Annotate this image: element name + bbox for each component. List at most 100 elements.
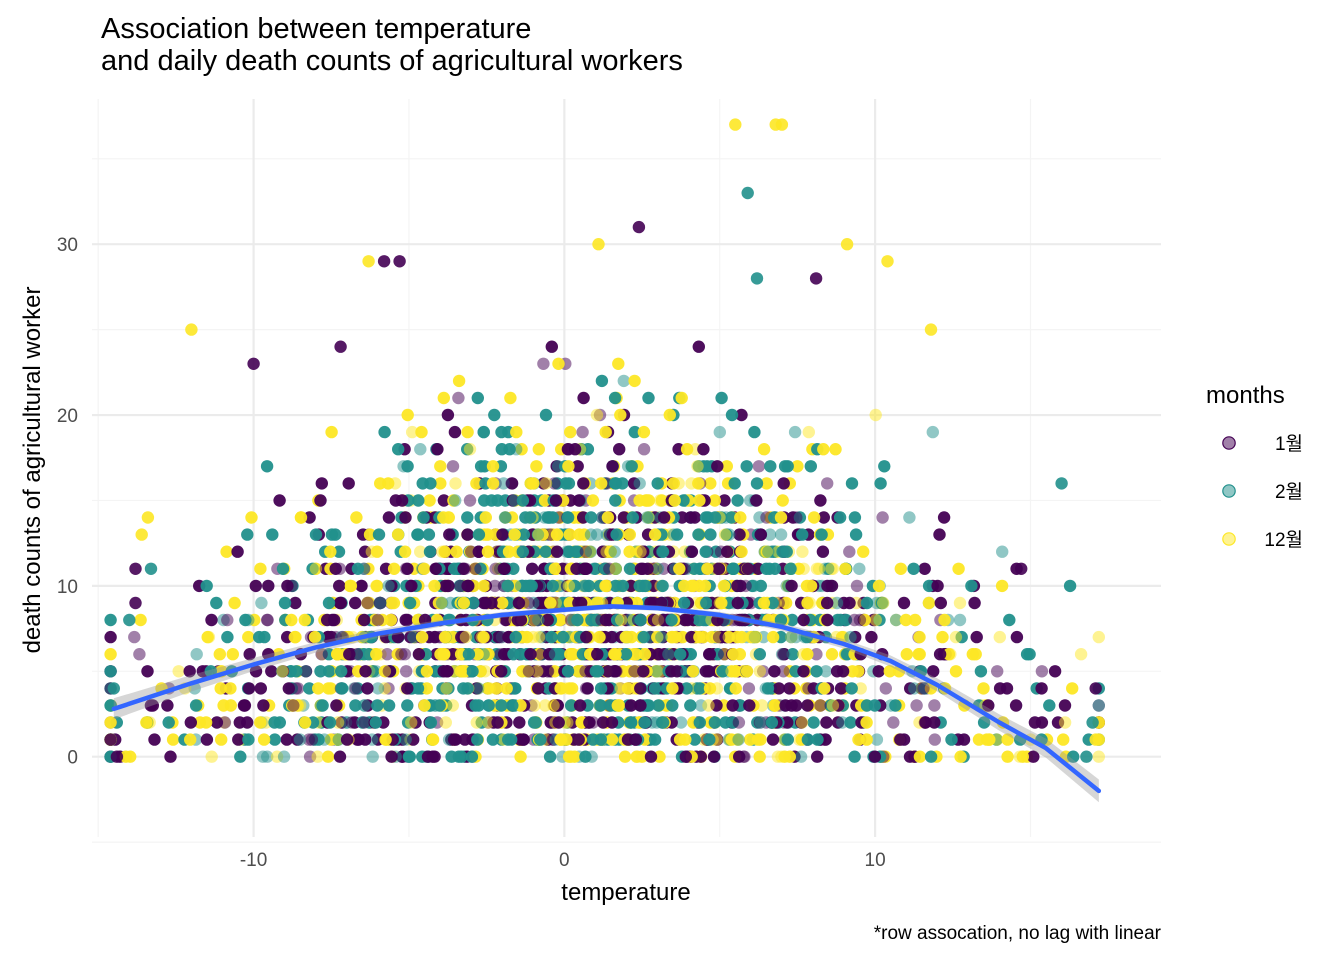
legend-key-1: [1222, 436, 1236, 450]
data-point: [1001, 733, 1014, 746]
data-point: [865, 630, 878, 644]
data-point: [601, 665, 614, 678]
data-point: [228, 596, 241, 610]
data-point: [869, 613, 882, 627]
data-point: [280, 733, 293, 746]
data-point: [563, 528, 576, 541]
data-point: [462, 648, 476, 661]
data-point: [298, 613, 311, 627]
data-point: [917, 682, 930, 695]
data-point: [503, 443, 516, 456]
data-point: [922, 596, 936, 610]
data-point: [628, 665, 641, 678]
data-point: [852, 665, 865, 678]
data-point: [391, 630, 405, 644]
data-point: [505, 733, 518, 746]
data-point: [783, 750, 796, 763]
data-point: [507, 494, 521, 507]
data-point: [544, 596, 557, 610]
data-point: [860, 699, 874, 712]
data-point: [868, 750, 882, 763]
data-point: [648, 733, 662, 746]
data-point: [426, 733, 440, 746]
data-point: [349, 596, 362, 610]
legend-label-1: 1월: [1275, 433, 1303, 455]
data-point: [869, 408, 882, 422]
data-point: [366, 750, 379, 763]
data-point: [680, 443, 694, 456]
data-point: [459, 630, 473, 644]
data-point: [183, 665, 196, 678]
data-point: [486, 477, 500, 490]
data-point: [725, 665, 738, 678]
data-point: [172, 665, 185, 678]
data-point: [726, 699, 739, 712]
data-point: [382, 699, 396, 712]
data-point: [205, 750, 218, 763]
data-point: [644, 750, 658, 763]
data-point: [945, 733, 958, 746]
data-point: [666, 682, 679, 695]
data-point: [461, 579, 474, 593]
data-point: [576, 425, 589, 439]
data-point: [255, 596, 268, 610]
data-point: [728, 477, 741, 490]
data-point: [688, 733, 701, 746]
data-point: [293, 733, 307, 746]
data-point: [470, 477, 483, 490]
data-point: [1003, 613, 1016, 627]
data-point: [595, 374, 609, 388]
data-point: [164, 750, 177, 763]
data-point: [729, 682, 742, 695]
data-point: [423, 494, 436, 507]
data-point: [605, 733, 619, 746]
data-point: [642, 511, 656, 524]
data-point: [596, 716, 610, 729]
data-point: [693, 494, 706, 507]
data-point: [496, 596, 509, 610]
data-point: [488, 579, 502, 593]
data-point: [140, 716, 153, 729]
data-point: [461, 682, 474, 695]
data-point: [162, 716, 175, 729]
data-point: [801, 699, 814, 712]
data-point: [996, 545, 1009, 558]
data-point: [772, 682, 786, 695]
data-point: [591, 648, 604, 661]
data-point: [762, 545, 775, 558]
data-point: [742, 682, 756, 695]
data-point: [614, 682, 628, 695]
data-point: [371, 682, 385, 695]
data-point: [495, 665, 508, 678]
data-point: [590, 408, 604, 422]
data-point: [582, 579, 596, 593]
data-point: [942, 648, 956, 661]
data-point: [412, 494, 425, 507]
data-point: [957, 733, 971, 746]
data-point: [371, 699, 384, 712]
data-point: [908, 682, 921, 695]
data-point: [754, 716, 768, 729]
data-point: [441, 665, 454, 678]
data-point: [626, 511, 639, 524]
data-point: [506, 699, 519, 712]
data-point: [133, 648, 146, 661]
data-point: [1043, 699, 1056, 712]
data-point: [889, 699, 902, 712]
data-point: [645, 716, 659, 729]
data-point: [1013, 750, 1026, 763]
data-point: [426, 750, 439, 763]
data-point: [382, 579, 395, 593]
data-point: [754, 528, 767, 541]
data-point: [685, 477, 698, 490]
data-point: [224, 682, 237, 695]
data-point: [199, 716, 213, 729]
data-point: [241, 528, 254, 541]
data-point: [548, 648, 562, 661]
data-point: [715, 391, 728, 405]
data-point: [814, 699, 827, 712]
data-point-highlight: [632, 220, 646, 234]
data-point: [830, 596, 844, 610]
data-point: [299, 665, 312, 678]
